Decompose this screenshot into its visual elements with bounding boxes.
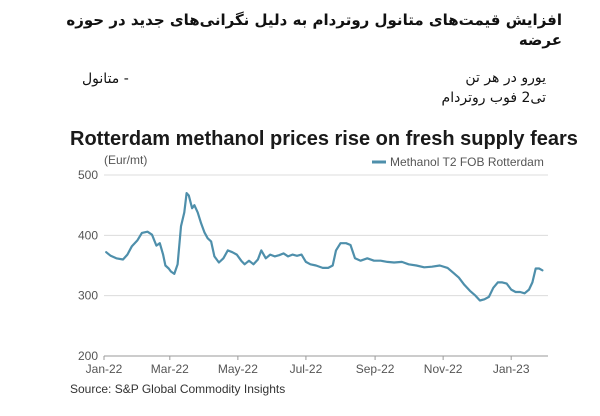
series-line-0 <box>105 192 544 302</box>
y-axis-label: (Eur/mt) <box>104 153 147 167</box>
x-tick-label-Mar-22: Mar-22 <box>151 362 189 376</box>
x-tick-label-Jan-23: Jan-23 <box>493 362 530 376</box>
persian-unit-line-1: یورو در هر تن <box>465 70 546 86</box>
x-tick-label-Jan-22: Jan-22 <box>86 362 123 376</box>
line-chart: 200 300 400 500 Jan-22 Mar-22 May-22 Jul-22 Sep… <box>78 153 548 376</box>
persian-unit-line-2: تی2 فوب روتردام <box>441 90 546 106</box>
persian-unit-label: یورو در هر تن تی2 فوب روتردام <box>442 68 546 108</box>
x-tick-label-May-22: May-22 <box>218 362 258 376</box>
x-axis: Jan-22 Mar-22 May-22 Jul-22 Sep-22 Nov-22 Jan-… <box>86 356 530 376</box>
x-tick-label-Nov-22: Nov-22 <box>424 362 463 376</box>
series-layer <box>105 192 544 302</box>
persian-headline: افزایش قیمت‌های متانول روتردام به دلیل ن… <box>66 11 562 49</box>
persian-series-label: - متانول <box>82 71 129 87</box>
y-axis: 200 300 400 500 <box>78 168 98 363</box>
y-tick-label-500: 500 <box>78 168 98 182</box>
gridlines <box>104 174 548 357</box>
chart-title: Rotterdam methanol prices rise on fresh … <box>70 128 578 150</box>
x-tick-label-Sep-22: Sep-22 <box>356 362 395 376</box>
x-tick-label-Jul-22: Jul-22 <box>290 362 323 376</box>
legend-label-0: Methanol T2 FOB Rotterdam <box>390 155 544 169</box>
legend: Methanol T2 FOB Rotterdam <box>372 155 544 169</box>
y-tick-label-400: 400 <box>78 228 98 242</box>
y-tick-label-300: 300 <box>78 289 98 303</box>
source-note: Source: S&P Global Commodity Insights <box>70 382 286 396</box>
y-tick-label-200: 200 <box>78 349 98 363</box>
